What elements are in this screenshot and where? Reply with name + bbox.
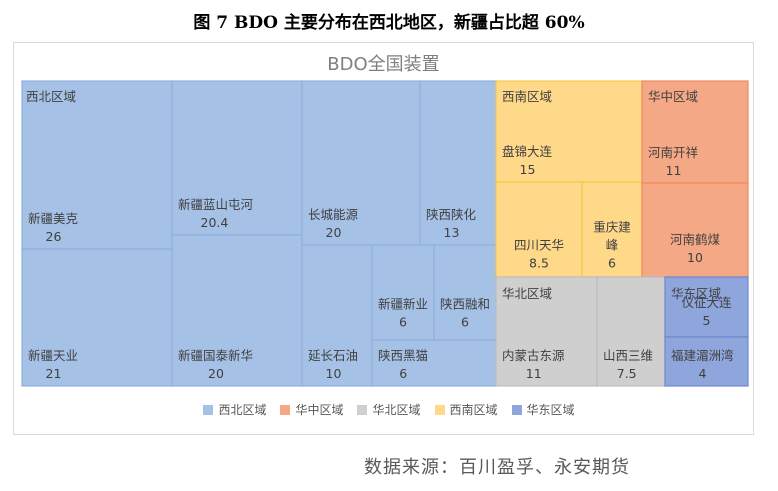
treemap-cell	[171, 80, 303, 236]
treemap-cell	[596, 276, 666, 387]
treemap-region-label: 华东区域	[671, 286, 721, 301]
treemap-cell	[495, 181, 583, 278]
treemap-cell-label: 盘锦大连	[502, 144, 553, 159]
treemap-cell-label: 仪征大连	[681, 295, 732, 310]
treemap-cell	[664, 336, 749, 387]
treemap-cell	[171, 234, 303, 387]
treemap-cell-label: 长城能源	[308, 207, 359, 222]
source-note: 数据来源：百川盈孚、永安期货	[364, 457, 630, 478]
legend-item: 西北区域	[203, 401, 266, 418]
treemap-cell-label: 新疆新业	[378, 297, 428, 312]
legend-item: 华东区域	[511, 401, 575, 418]
treemap-cell-label: 河南鹤煤	[670, 232, 721, 247]
treemap-cell-value: 11	[666, 163, 682, 178]
treemap-cell	[495, 80, 643, 183]
legend-item: 华中区域	[280, 401, 343, 418]
treemap-cell-value: 13	[444, 225, 460, 240]
treemap-cell-label: 重庆建	[593, 220, 631, 235]
treemap-cell-value: 6	[399, 366, 407, 381]
treemap-cell-label: 新疆天业	[28, 348, 78, 363]
treemap-cell-label: 福建湄洲湾	[671, 348, 734, 363]
treemap-region-label: 西北区域	[26, 89, 76, 104]
treemap-cell-value: 11	[526, 366, 542, 381]
treemap-region-label: 华北区域	[502, 286, 552, 301]
legend-swatch	[511, 404, 522, 415]
chart-legend: 西北区域 华中区域 华北区域 西南区域 华东区域	[0, 401, 778, 418]
treemap-cell-value: 15	[520, 162, 536, 177]
treemap-cell	[21, 248, 173, 387]
treemap-cell-value: 26	[46, 229, 62, 244]
treemap-cell-value: 7.5	[617, 366, 637, 381]
chart-title: BDO全国装置	[327, 54, 440, 75]
legend-label: 西北区域	[218, 403, 267, 417]
legend-swatch	[280, 404, 291, 415]
legend-swatch	[203, 404, 214, 415]
treemap-cell-label: 新疆美克	[28, 211, 78, 226]
treemap-cell-label: 四川天华	[514, 238, 564, 253]
treemap-cell	[641, 80, 749, 184]
treemap-cell	[301, 244, 373, 387]
legend-label: 西南区域	[449, 403, 498, 417]
treemap-cell-value: 6	[608, 256, 616, 271]
treemap-cell-value: 8.5	[529, 256, 549, 271]
legend-item: 西南区域	[434, 401, 498, 418]
figure-title: 图 7 BDO 主要分布在西北地区，新疆占比超 60%	[193, 13, 585, 33]
treemap-cell	[371, 339, 497, 387]
legend-swatch	[434, 404, 445, 415]
legend-swatch	[357, 404, 368, 415]
treemap-cell-label: 峰	[606, 238, 619, 253]
treemap-cell-label: 陕西融和	[440, 297, 490, 312]
treemap-cell-value: 6	[399, 315, 407, 330]
legend-label: 华中区域	[295, 403, 344, 417]
treemap-cell-value: 6	[461, 315, 469, 330]
treemap-cell-value: 20	[208, 366, 224, 381]
treemap-cell-value: 10	[326, 366, 342, 381]
treemap-cell	[581, 181, 643, 278]
treemap-cell	[433, 244, 497, 341]
treemap-cell-value: 21	[46, 366, 62, 381]
legend-item: 华北区域	[357, 401, 421, 418]
treemap-cell-label: 河南开祥	[648, 145, 698, 160]
treemap-cell-value: 20.4	[201, 215, 229, 230]
legend-label: 华东区域	[526, 403, 575, 417]
treemap-region-label: 华中区域	[648, 89, 698, 104]
treemap-cell-label: 山西三维	[603, 348, 653, 363]
treemap-cell-label: 内蒙古东源	[502, 348, 565, 363]
treemap-cell-value: 20	[326, 225, 342, 240]
treemap-cell	[641, 182, 749, 278]
treemap-region-label: 西南区域	[502, 89, 552, 104]
treemap-cell-value: 10	[687, 250, 703, 265]
legend-label: 华北区域	[372, 403, 421, 417]
treemap-cell-label: 陕西黑猫	[378, 348, 428, 363]
treemap-cell-label: 陕西陕化	[426, 207, 477, 222]
treemap-cell-value: 4	[699, 366, 707, 381]
treemap-cell-label: 延长石油	[308, 348, 358, 363]
treemap-cell	[301, 80, 421, 246]
treemap-cell-value: 5	[703, 313, 711, 328]
treemap-cell-label: 新疆蓝山屯河	[178, 197, 254, 212]
treemap-cell-label: 新疆国泰新华	[178, 348, 253, 363]
